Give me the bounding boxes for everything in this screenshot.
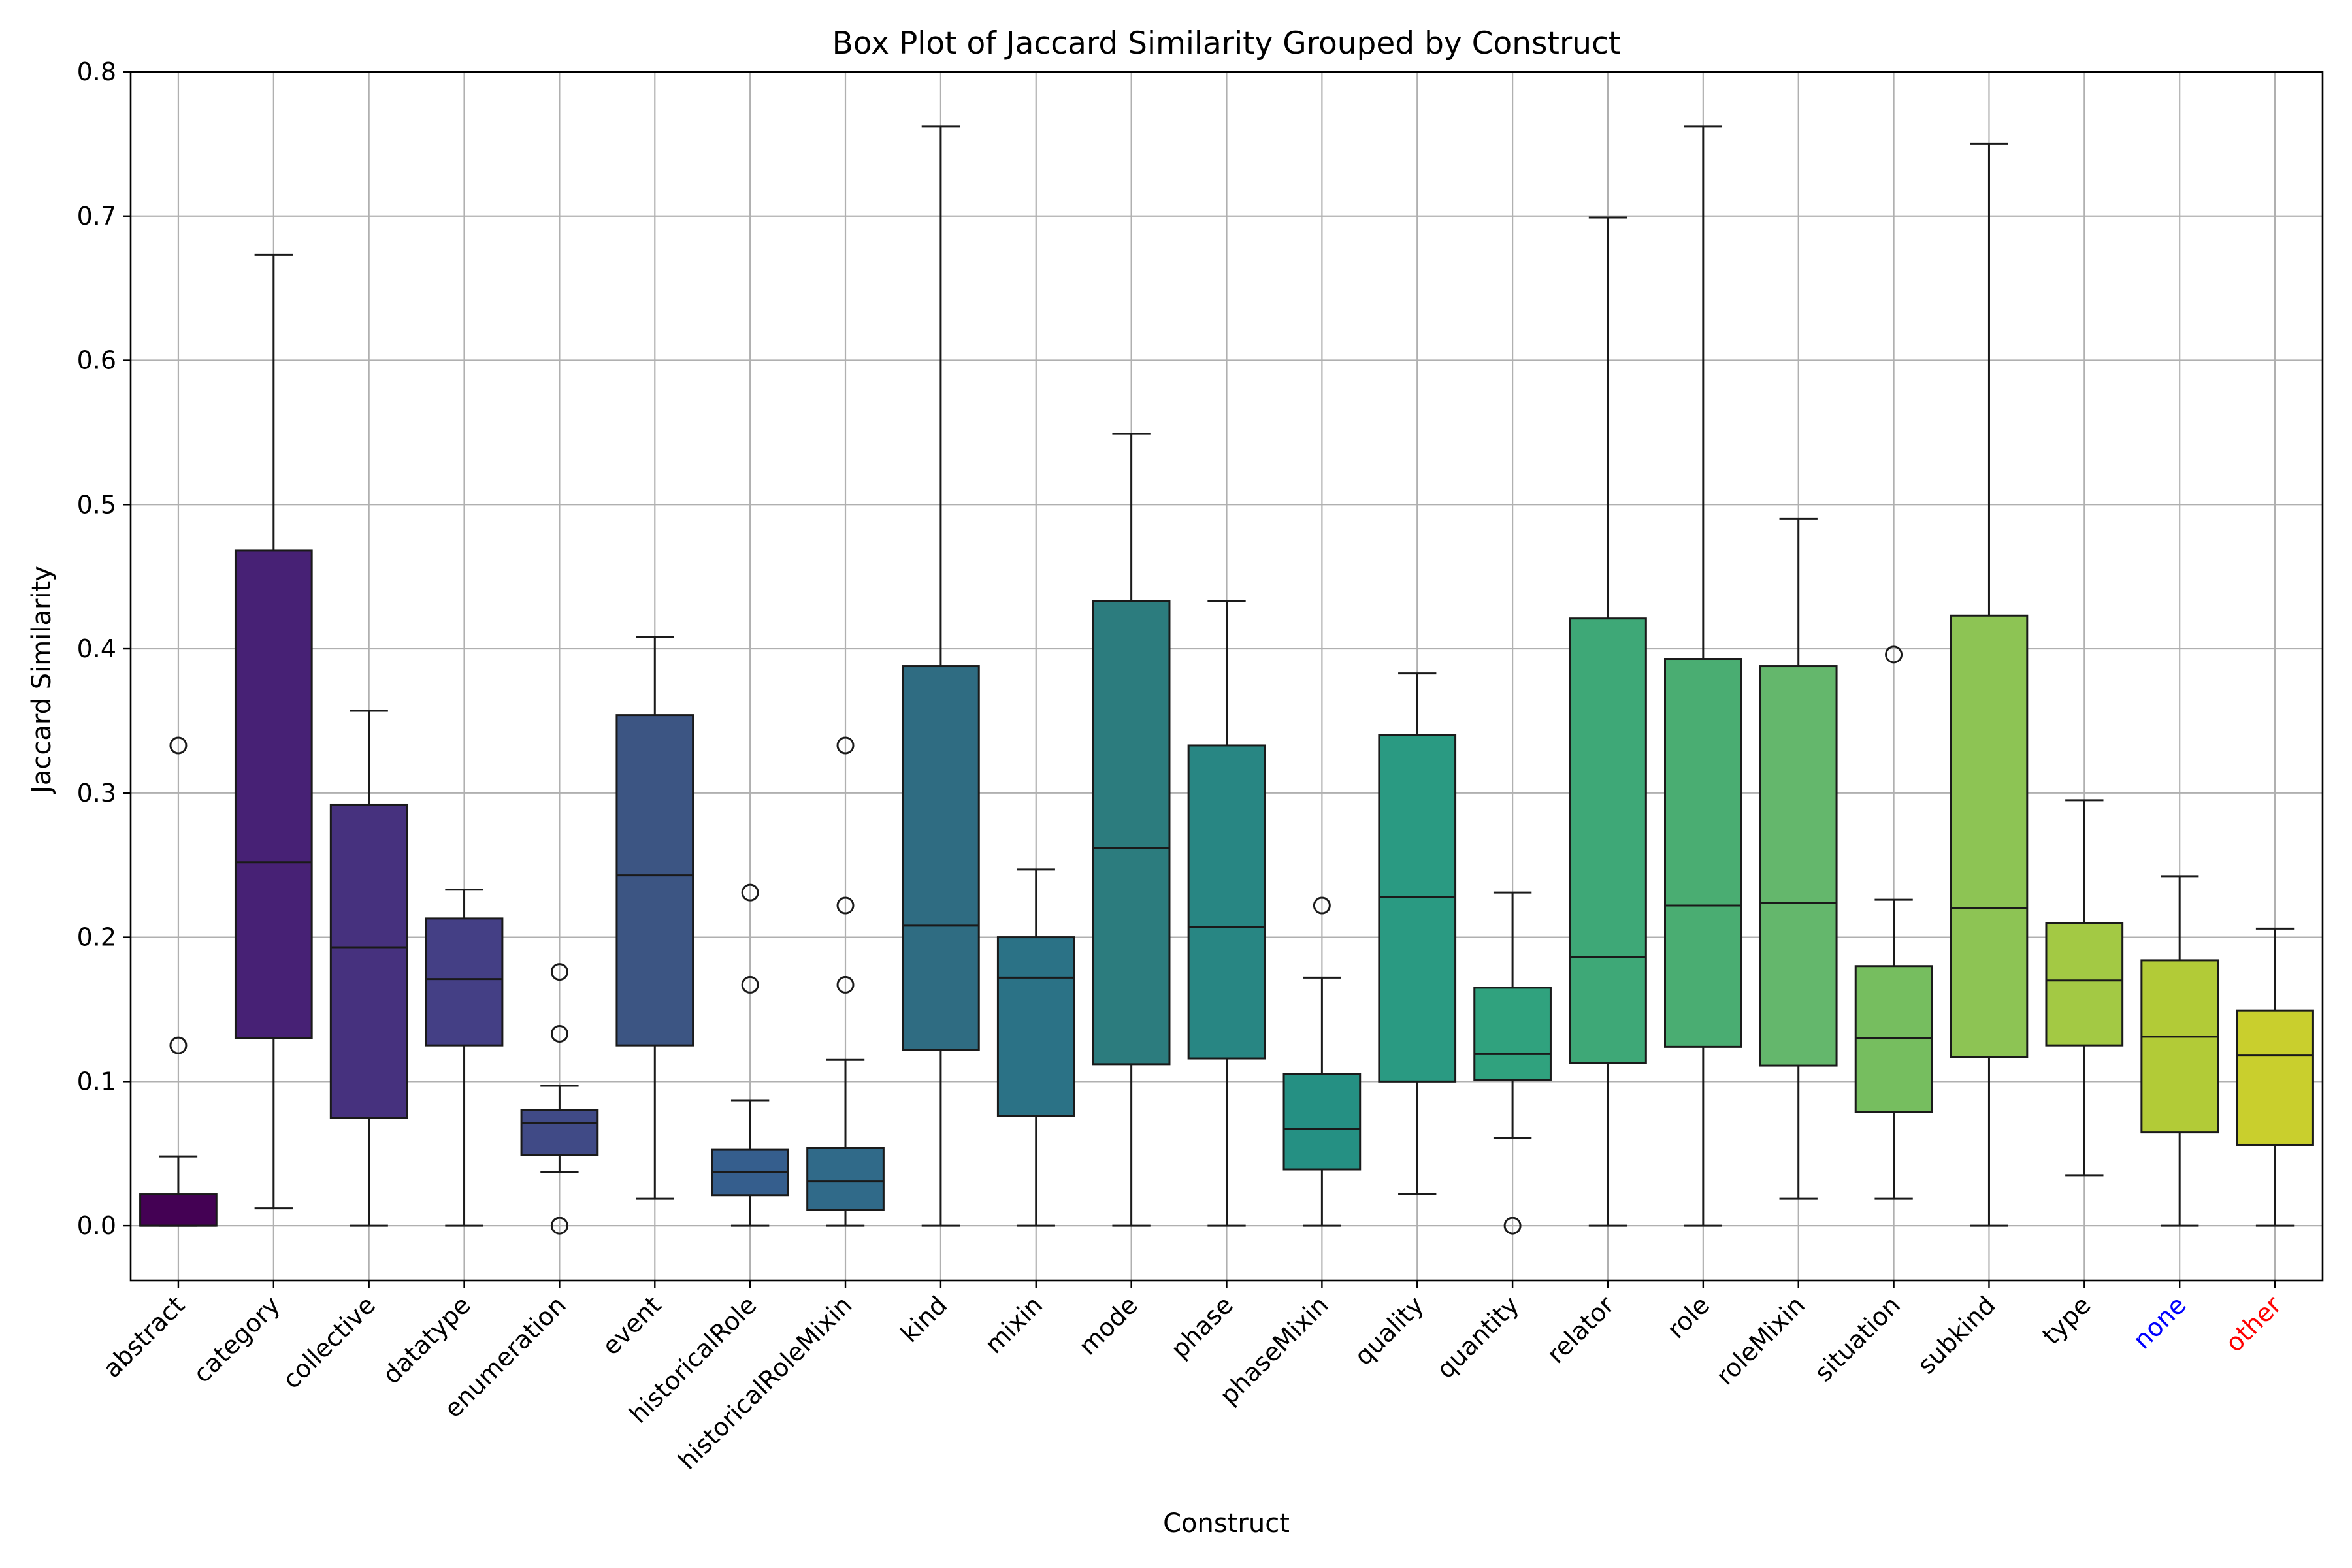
box-historicalRole xyxy=(711,883,789,1227)
box-historicalRoleMixin xyxy=(806,736,885,1227)
box-roleMixin xyxy=(1759,517,1838,1200)
box-collective xyxy=(329,710,408,1227)
iqr-box xyxy=(806,1147,885,1211)
outlier-point xyxy=(550,963,568,981)
y-tick-label: 0.3 xyxy=(77,779,116,808)
box-series xyxy=(139,125,2314,1235)
box-datatype xyxy=(425,889,504,1227)
iqr-box xyxy=(1950,614,2029,1058)
iqr-box xyxy=(996,936,1075,1117)
outlier-point xyxy=(169,1036,188,1054)
outlier-point xyxy=(741,975,759,994)
iqr-box xyxy=(1664,658,1742,1048)
y-axis-label: Jaccard Similarity xyxy=(27,566,57,795)
outlier-point xyxy=(169,736,188,755)
outlier-point xyxy=(1885,645,1903,664)
iqr-box xyxy=(329,803,408,1119)
box-abstract xyxy=(139,736,218,1227)
box-none xyxy=(2140,875,2219,1227)
box-quality xyxy=(1378,672,1457,1196)
iqr-box xyxy=(520,1109,599,1156)
y-tick-label: 0.1 xyxy=(77,1067,116,1096)
outlier-point xyxy=(1503,1217,1522,1235)
iqr-box xyxy=(2140,959,2219,1134)
chart-title: Box Plot of Jaccard Similarity Grouped b… xyxy=(832,25,1621,61)
y-tick-label: 0.4 xyxy=(77,634,116,663)
box-phase xyxy=(1187,600,1266,1227)
iqr-box xyxy=(1092,600,1171,1066)
box-type xyxy=(2045,799,2124,1177)
box-kind xyxy=(902,125,980,1227)
iqr-box xyxy=(902,665,980,1051)
iqr-box xyxy=(425,917,504,1047)
x-axis-label: Construct xyxy=(1163,1509,1290,1539)
outlier-point xyxy=(550,1217,568,1235)
iqr-box xyxy=(615,714,694,1047)
box-situation xyxy=(1854,645,1933,1200)
iqr-box xyxy=(234,549,313,1039)
y-tick-label: 0.5 xyxy=(77,490,116,519)
box-other xyxy=(2236,927,2314,1227)
outlier-point xyxy=(741,883,759,902)
y-tick-label: 0.0 xyxy=(77,1211,116,1240)
box-role xyxy=(1664,125,1742,1227)
box-relator xyxy=(1569,216,1647,1227)
iqr-box xyxy=(1473,987,1552,1081)
iqr-box xyxy=(1378,734,1457,1083)
outlier-point xyxy=(1313,896,1331,915)
box-subkind xyxy=(1950,142,2029,1227)
outlier-point xyxy=(836,975,855,994)
iqr-box xyxy=(1569,617,1647,1064)
box-mixin xyxy=(996,868,1075,1227)
box-quantity xyxy=(1473,891,1552,1235)
box-event xyxy=(615,636,694,1200)
y-tick-label: 0.8 xyxy=(77,57,116,86)
box-enumeration xyxy=(520,963,599,1235)
box-category xyxy=(234,253,313,1210)
outlier-point xyxy=(836,896,855,915)
outlier-point xyxy=(550,1024,568,1043)
iqr-box xyxy=(1187,744,1266,1060)
y-tick-label: 0.6 xyxy=(77,346,116,375)
iqr-box xyxy=(1282,1073,1362,1171)
box-phaseMixin xyxy=(1282,896,1362,1227)
iqr-box xyxy=(1759,665,1838,1067)
iqr-box xyxy=(2045,922,2124,1047)
y-tick-label: 0.2 xyxy=(77,923,116,952)
y-axis-ticks: 0.0 0.1 0.2 0.3 0.4 0.5 0.6 0.7 0.8 xyxy=(77,57,131,1240)
iqr-box xyxy=(139,1193,218,1227)
box-mode xyxy=(1092,433,1171,1227)
outlier-point xyxy=(836,736,855,755)
iqr-box xyxy=(2236,1009,2314,1146)
y-tick-label: 0.7 xyxy=(77,202,116,231)
